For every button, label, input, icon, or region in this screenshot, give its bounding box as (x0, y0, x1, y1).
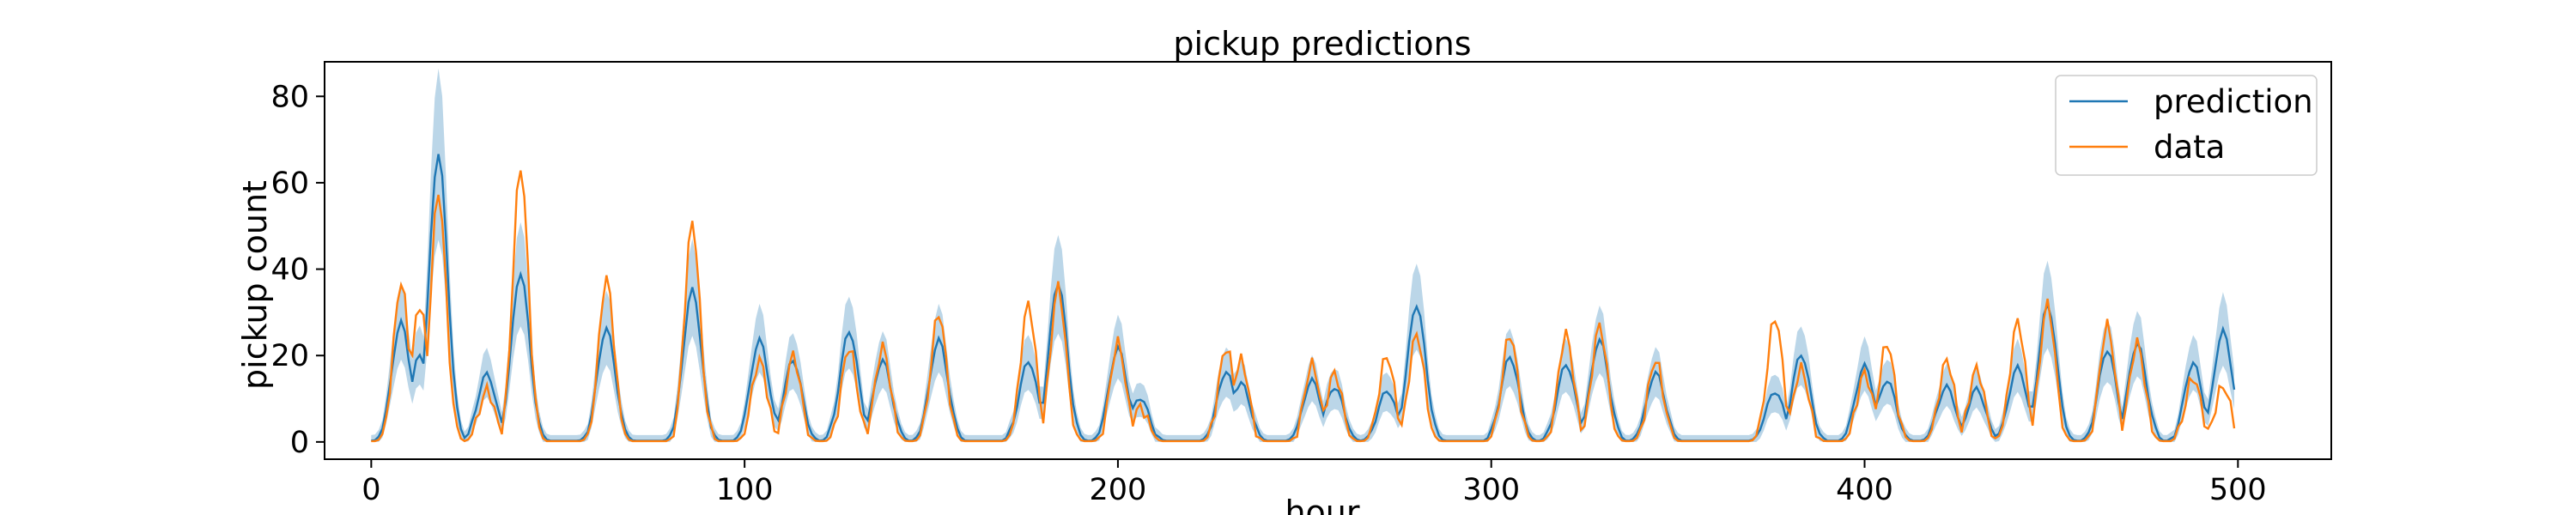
x-tick-label: 100 (716, 473, 774, 507)
y-axis-label: pickup count (236, 180, 274, 390)
series-line-layer (371, 154, 2236, 443)
y-tick-label: 80 (270, 80, 309, 114)
series-line-data (371, 170, 2236, 443)
tick-layer: 0 100 200 300 400 500 0 20 40 60 80 (270, 80, 2266, 507)
x-tick-label: 200 (1090, 473, 1147, 507)
legend: prediction data (2055, 75, 2318, 176)
x-tick-label: 300 (1462, 473, 1520, 507)
legend-label-data: data (2154, 129, 2225, 166)
legend-label-prediction: prediction (2154, 83, 2313, 120)
y-tick-label: 0 (290, 426, 309, 460)
chart-title: pickup predictions (1173, 25, 1471, 63)
plot-frame (324, 61, 2332, 460)
y-tick-label: 60 (270, 167, 309, 201)
y-tick-label: 40 (270, 253, 309, 288)
x-tick-label: 500 (2209, 473, 2267, 507)
x-axis-label: hour (1285, 494, 1359, 515)
x-tick-label: 400 (1836, 473, 1893, 507)
x-tick-label: 0 (361, 473, 380, 507)
y-tick-label: 20 (270, 339, 309, 373)
